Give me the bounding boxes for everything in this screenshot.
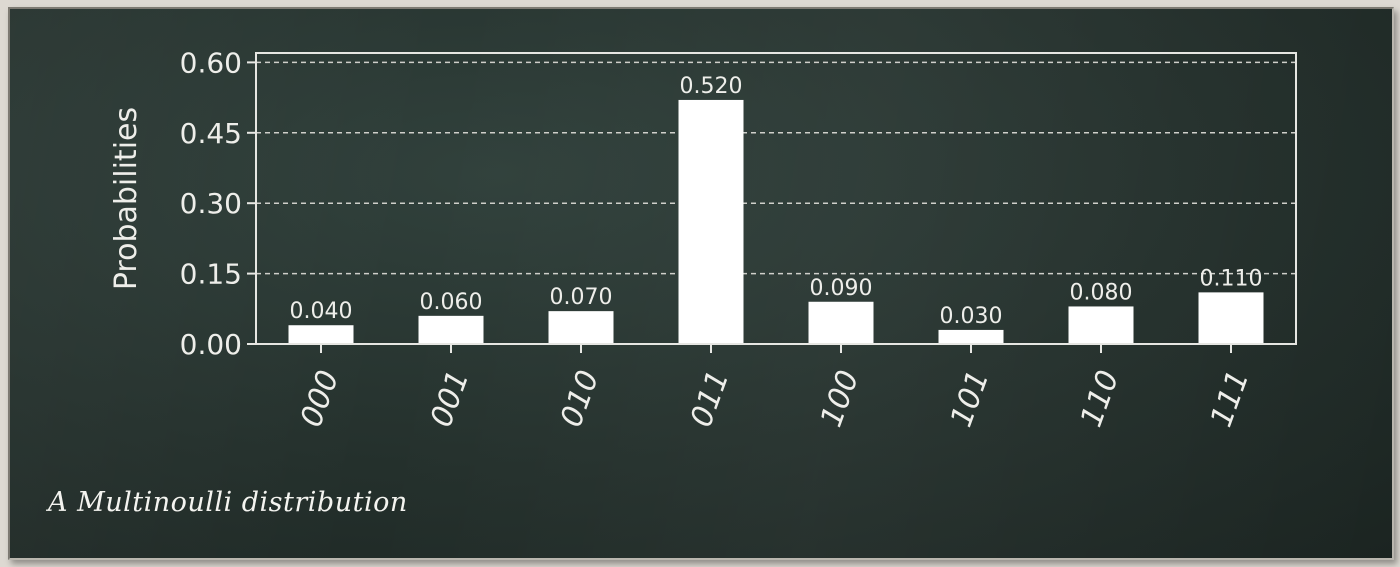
x-tick-label-101: 101 (944, 366, 996, 432)
data-label-000: 0.040 (290, 299, 353, 324)
data-label-111: 0.110 (1200, 266, 1263, 291)
data-label-101: 0.030 (940, 304, 1003, 329)
chart-caption: A Multinoulli distribution (48, 487, 408, 518)
data-label-001: 0.060 (420, 290, 483, 315)
chalkboard-background: 0.00 0.15 0.30 0.45 0.60 000 001 010 011 100 101 1… (8, 7, 1394, 560)
bar-000 (288, 325, 354, 344)
x-tick-label-100: 100 (814, 366, 866, 432)
x-tick-label-011: 011 (684, 366, 736, 432)
y-tick-label: 0.00 (180, 328, 242, 361)
bar-100 (808, 301, 874, 344)
x-tick-label-111: 111 (1204, 366, 1256, 432)
bar-chart: 0.00 0.15 0.30 0.45 0.60 000 001 010 011 100 101 1… (109, 46, 1297, 432)
y-tick-label: 0.60 (180, 46, 242, 79)
y-axis-ticks: 0.00 0.15 0.30 0.45 0.60 (180, 46, 256, 361)
bar-001 (418, 315, 484, 344)
x-tick-label-110: 110 (1074, 366, 1126, 432)
data-label-010: 0.070 (550, 285, 613, 310)
x-tick-label-001: 001 (424, 366, 476, 432)
y-tick-label: 0.15 (180, 258, 242, 291)
data-label-100: 0.090 (810, 276, 873, 301)
bar-111 (1198, 292, 1264, 344)
plot-area-frame (255, 52, 1297, 345)
bars (288, 99, 1264, 344)
data-label-110: 0.080 (1070, 280, 1133, 305)
x-tick-label-000: 000 (294, 366, 346, 432)
bar-110 (1068, 306, 1134, 344)
bar-101 (938, 329, 1004, 344)
bar-010 (548, 311, 614, 344)
grid-lines (256, 61, 1296, 275)
data-labels: 0.040 0.060 0.070 0.520 0.090 0.030 0.080 0.110 (290, 74, 1263, 329)
y-axis-label: Probabilities (109, 107, 144, 290)
data-label-011: 0.520 (680, 74, 743, 99)
y-tick-label: 0.30 (180, 187, 242, 220)
bar-011 (678, 99, 744, 344)
y-tick-label: 0.45 (180, 117, 242, 150)
x-tick-label-010: 010 (554, 366, 606, 432)
x-axis-ticks: 000 001 010 011 100 101 110 111 (294, 344, 1256, 432)
